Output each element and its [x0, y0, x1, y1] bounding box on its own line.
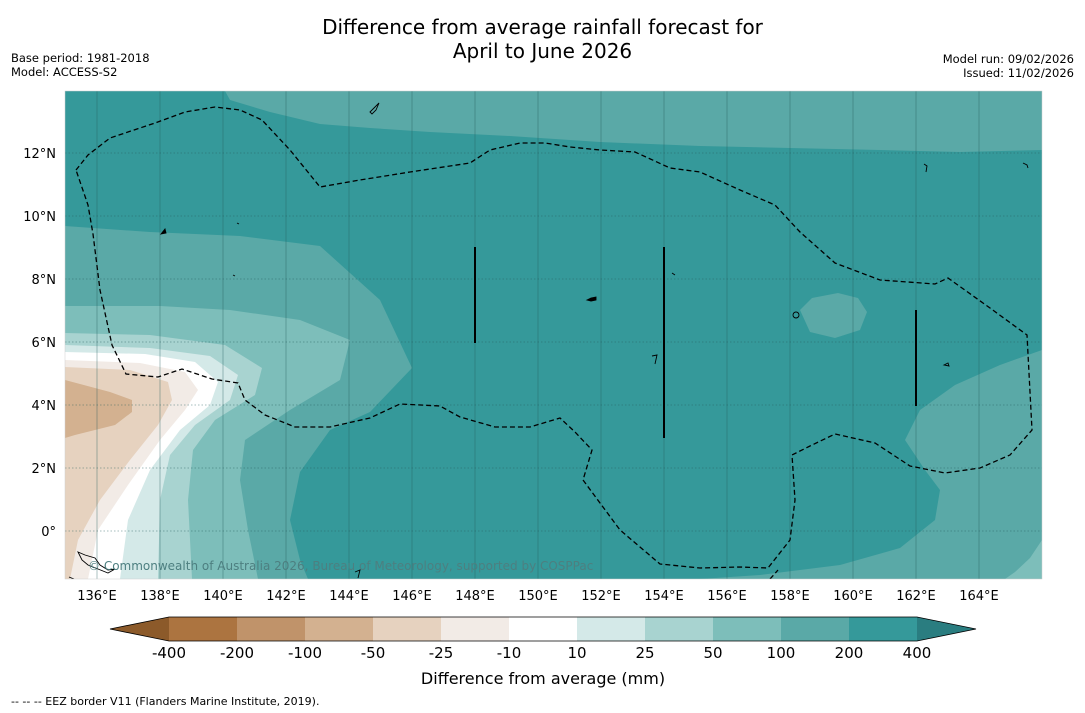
- colorbar-segment: [305, 617, 373, 641]
- field-50-100-east: [1005, 540, 1042, 579]
- lon-label: 150°E: [518, 589, 558, 604]
- colorbar-outline: [109, 616, 977, 642]
- lat-label: 2°N: [32, 462, 57, 477]
- eez-borders: [75, 106, 1033, 579]
- colorbar-segment: [577, 617, 645, 641]
- island: [369, 102, 380, 115]
- island: [923, 163, 928, 173]
- lon-label: 162°E: [896, 589, 936, 604]
- colorbar-ticks: -400 -200 -100 -50 -25 -10 10 25 50 100 …: [152, 644, 931, 662]
- lat-label: 0°: [41, 525, 56, 540]
- reference-lines: [474, 247, 917, 438]
- island: [651, 354, 658, 365]
- colorbar-segment: [713, 617, 781, 641]
- colorbar-segment: [237, 617, 305, 641]
- base-period: Base period: 1981-2018: [11, 51, 150, 65]
- lon-label: 152°E: [581, 589, 621, 604]
- lon-label: 136°E: [77, 589, 117, 604]
- eez-border-palau-fsm: [75, 106, 1033, 569]
- island: [585, 296, 597, 302]
- map-field: © Commonwealth of Australia 2026, Bureau…: [65, 91, 1042, 579]
- colorbar-tick: -200: [220, 644, 254, 662]
- field-100-200-north: [225, 91, 1042, 152]
- lat-label: 6°N: [32, 336, 57, 351]
- lon-label: 142°E: [266, 589, 306, 604]
- lon-label: 156°E: [707, 589, 747, 604]
- field-100-200-east: [700, 350, 1042, 579]
- lon-labels: 136°E 138°E 140°E 142°E 144°E 146°E 148°…: [77, 589, 999, 604]
- colorbar-tick: -400: [152, 644, 186, 662]
- model-run-date: Model run: 09/02/2026: [942, 52, 1074, 66]
- eez-border-south: [769, 569, 779, 579]
- colorbar-legend: -400 -200 -100 -50 -25 -10 10 25 50 100 …: [109, 616, 977, 688]
- colorbar-high-cap: [917, 617, 976, 641]
- colorbar-tick: -25: [429, 644, 454, 662]
- lat-labels: 12°N 10°N 8°N 6°N 4°N 2°N 0°: [23, 147, 56, 540]
- colorbar-tick: 100: [767, 644, 796, 662]
- colorbar-label: Difference from average (mm): [421, 669, 665, 688]
- title-line-1: Difference from average rainfall forecas…: [322, 15, 763, 39]
- colorbar-tick: 10: [567, 644, 586, 662]
- island: [232, 274, 236, 277]
- lon-label: 164°E: [959, 589, 999, 604]
- colorbar-tick: 50: [703, 644, 722, 662]
- lon-label: 148°E: [455, 589, 495, 604]
- islands: [68, 102, 1029, 579]
- island: [942, 362, 950, 367]
- lat-label: 4°N: [32, 399, 57, 414]
- lon-label: 146°E: [392, 589, 432, 604]
- island: [1022, 162, 1029, 169]
- colorbar-segment: [373, 617, 441, 641]
- island: [68, 576, 75, 579]
- island: [159, 228, 167, 235]
- base-info: Base period: 1981-2018 Model: ACCESS-S2: [11, 51, 150, 79]
- lat-label: 8°N: [32, 273, 57, 288]
- lon-label: 140°E: [203, 589, 243, 604]
- model-name: Model: ACCESS-S2: [11, 65, 118, 79]
- colorbar-tick: -10: [497, 644, 522, 662]
- colorbar-segment: [849, 617, 917, 641]
- lat-label: 12°N: [23, 147, 56, 162]
- colorbar-tick: 200: [835, 644, 864, 662]
- colorbar-segment: [441, 617, 509, 641]
- eez-footnote: -- -- -- EEZ border V11 (Flanders Marine…: [11, 695, 320, 708]
- island: [77, 551, 116, 574]
- colorbar-tick: -50: [361, 644, 386, 662]
- island: [671, 272, 676, 276]
- gridlines: [65, 91, 1042, 579]
- issued-date: Issued: 11/02/2026: [963, 66, 1074, 80]
- colorbar-segment: [169, 617, 237, 641]
- title-line-2: April to June 2026: [452, 39, 633, 63]
- lon-label: 144°E: [329, 589, 369, 604]
- lon-label: 158°E: [770, 589, 810, 604]
- lon-label: 154°E: [644, 589, 684, 604]
- island: [792, 311, 800, 319]
- lon-label: 160°E: [833, 589, 873, 604]
- lat-label: 10°N: [23, 210, 56, 225]
- field-dry-50-100: [65, 380, 132, 438]
- field-100-200-patch: [800, 293, 867, 338]
- chart-title: Difference from average rainfall forecas…: [0, 15, 1085, 63]
- lon-label: 138°E: [140, 589, 180, 604]
- colorbar-tick: 400: [903, 644, 932, 662]
- copyright-watermark: © Commonwealth of Australia 2026, Bureau…: [88, 559, 593, 573]
- run-info: Model run: 09/02/2026 Issued: 11/02/2026: [943, 52, 1074, 80]
- colorbar-tick: 25: [635, 644, 654, 662]
- map-frame: [64, 90, 1043, 580]
- colorbar-segment: [645, 617, 713, 641]
- colorbar-tick: -100: [288, 644, 322, 662]
- colorbar-segment: [781, 617, 849, 641]
- island: [236, 222, 240, 225]
- colorbar-segment: [509, 617, 577, 641]
- island: [354, 569, 361, 579]
- colorbar-low-cap: [110, 617, 169, 641]
